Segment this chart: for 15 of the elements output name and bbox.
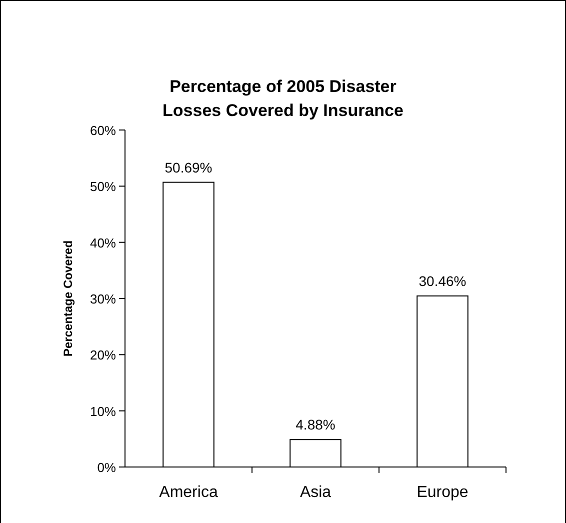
y-tick-label: 40% [90, 235, 116, 250]
x-tick-label: Asia [300, 484, 332, 501]
y-tick-label: 20% [90, 348, 116, 363]
y-axis-title: Percentage Covered [61, 240, 75, 357]
x-tick-label: Europe [416, 484, 468, 501]
y-tick-label: 50% [90, 179, 116, 194]
data-label: 30.46% [418, 272, 466, 289]
y-tick-label: 0% [97, 460, 116, 475]
chart-title: Percentage of 2005 Disaster Losses Covered by Insurance [162, 77, 404, 120]
y-tick-label: 30% [90, 292, 116, 306]
y-tick-label: 60% [90, 123, 116, 138]
x-tick-label: America [159, 484, 218, 501]
y-tick-label: 10% [90, 404, 116, 419]
data-label: 4.88% [296, 416, 336, 433]
data-label: 50.69% [164, 159, 212, 176]
